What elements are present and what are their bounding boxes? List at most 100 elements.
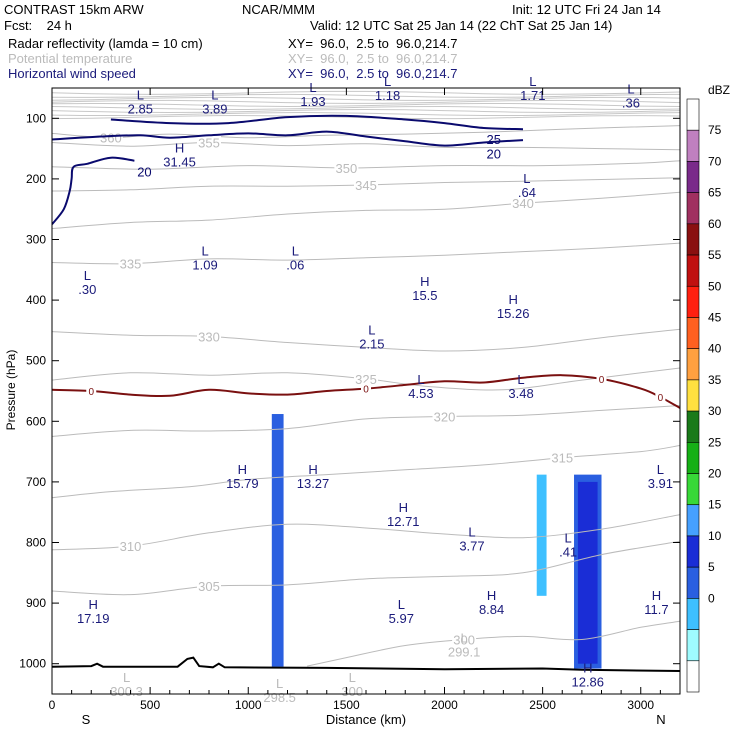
isentrope-label-bg: [197, 135, 221, 149]
x-tick-label: 0: [49, 698, 56, 712]
extremum-type: H: [508, 292, 517, 307]
extremum-value: 15.5: [412, 288, 437, 303]
extremum-value: 13.27: [297, 476, 330, 491]
colorbar-swatch: [686, 223, 700, 256]
model-title: CONTRAST 15km ARW: [4, 2, 144, 17]
x-start-label: S: [82, 712, 91, 727]
extremum-value: 2.85: [128, 101, 153, 116]
colorbar-swatch: [686, 566, 700, 599]
y-tick-label: 800: [26, 536, 46, 550]
isentrope-label: 305: [198, 579, 220, 594]
extremum-type: L: [292, 244, 299, 259]
colorbar-swatch: [686, 629, 700, 662]
isentrope-label-bg: [334, 160, 359, 174]
colorbar-unit: dBZ: [708, 83, 730, 97]
y-tick-label: 100: [26, 111, 46, 125]
colorbar-level-label: 45: [708, 310, 722, 324]
colorbar-swatch: [686, 192, 700, 225]
extremum-value: 31.45: [163, 155, 196, 170]
extremum-type: L: [517, 372, 524, 387]
x-tick-label: 1500: [333, 698, 360, 712]
strat-isentrope-line: [52, 102, 680, 108]
colorbar-swatch: [686, 442, 700, 474]
y-tick-label: 500: [26, 354, 46, 368]
isentrope-350: [52, 160, 680, 170]
extremum-value: 11.7: [644, 602, 668, 617]
zero-label: 0: [88, 387, 94, 398]
extremum-type: L: [468, 524, 475, 539]
isentrope-335: [52, 242, 680, 265]
colorbar-level-label: 75: [708, 123, 722, 137]
colorbar-swatch: [686, 598, 700, 630]
stratosphere-isentropes: [52, 90, 680, 120]
colorbar: 0 5 10 15 20 25 30 35 40 45 50 55 60 65 70 75 dBZ: [686, 83, 730, 693]
init-time: Init: 12 UTC Fri 24 Jan 14: [512, 2, 661, 17]
colorbar-swatch: [686, 660, 700, 693]
colorbar-swatch: [686, 254, 700, 287]
extremum-value: 1.18: [375, 88, 400, 103]
wind-contour-label: 25: [487, 132, 501, 147]
field-1-xy: XY= 96.0, 2.5 to 96.0,214.7: [288, 36, 458, 51]
isentrope-label-bg: [98, 130, 123, 144]
zero-label: 0: [363, 385, 369, 396]
theta-layer: 360 355 350 345 340 335 330 325 320 315 310 305 300: [52, 125, 680, 667]
extremum-value: 1.93: [300, 94, 325, 109]
forecast-hour: Fcst: 24 h: [4, 18, 72, 33]
isentrope-300: [306, 620, 680, 667]
x-axis-label: Distance (km): [326, 712, 406, 727]
colorbar-level-label: 65: [708, 186, 722, 200]
field-2-name: Potential temperature: [8, 51, 133, 66]
colorbar-level-label: 60: [708, 217, 722, 231]
extremum-value: 2.15: [359, 337, 384, 352]
y-tick-label: 700: [26, 475, 46, 489]
colorbar-swatch: [686, 161, 700, 193]
extremum-value: 4.53: [408, 386, 433, 401]
extremum-type: L: [84, 268, 91, 283]
zero-label-bg: [86, 385, 97, 396]
isentrope-label: 355: [198, 136, 220, 151]
colorbar-level-label: 35: [708, 373, 722, 387]
extremum-type: H: [238, 462, 247, 477]
extremum-type: H: [487, 588, 496, 603]
terrain-layer: [52, 656, 680, 672]
extremum-value: .41: [559, 544, 577, 559]
strat-isentrope-line: [52, 108, 680, 114]
isentrope-355: [52, 141, 680, 151]
colorbar-level-label: 0: [708, 591, 715, 605]
colorbar-swatch: [686, 348, 700, 381]
extremum-type: L: [523, 171, 530, 186]
extremum-type: L: [349, 670, 356, 685]
isentrope-label-bg: [118, 539, 143, 553]
zero-label-bg: [596, 372, 607, 384]
isentrope-305: [52, 540, 680, 596]
field-2-xy: XY= 96.0, 2.5 to 96.0,214.7: [288, 51, 458, 66]
extremum-value: 300: [341, 684, 363, 699]
field-1-name: Radar reflectivity (lamda = 10 cm): [8, 36, 203, 51]
isentrope-label: 350: [336, 161, 358, 176]
colorbar-level-label: 25: [708, 435, 722, 449]
isentrope-label-bg: [197, 579, 221, 593]
isentrope-label: 345: [355, 178, 377, 193]
colorbar-swatch: [686, 535, 700, 568]
extremum-type: L: [276, 676, 283, 691]
x-end-label: N: [656, 712, 665, 727]
y-tick-label: 1000: [19, 657, 46, 671]
colorbar-swatch: [686, 504, 700, 537]
colorbar-level-label: 15: [708, 498, 722, 512]
extremum-value: 3.48: [508, 386, 533, 401]
strat-isentrope-line: [52, 90, 680, 95]
y-tick-label: 300: [26, 233, 46, 247]
extremum-type: L: [398, 597, 405, 612]
y-tick-label: 200: [26, 172, 46, 186]
isentrope-320: [52, 405, 680, 437]
strat-isentrope-line: [52, 96, 680, 101]
zero-label-bg: [361, 382, 371, 394]
extremum-value: .06: [286, 258, 304, 273]
org-label: NCAR/MMM: [242, 2, 315, 17]
isentrope-label: 335: [120, 257, 142, 272]
extremum-type: L: [123, 670, 130, 685]
colorbar-level-label: 55: [708, 248, 722, 262]
colorbar-swatch: [686, 285, 700, 318]
isentrope-label-bg: [197, 329, 221, 343]
